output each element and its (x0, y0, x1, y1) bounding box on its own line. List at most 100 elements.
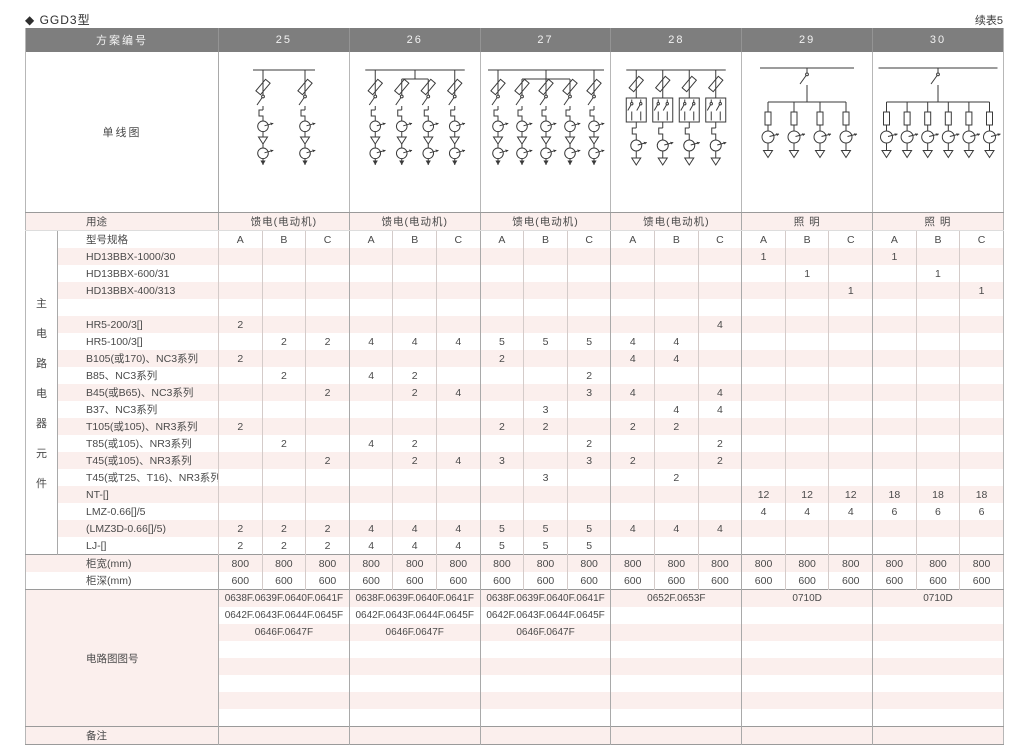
qty-cell (436, 469, 481, 486)
scheme-header-label: 方案编号 (25, 28, 219, 52)
qty-cell (828, 248, 874, 265)
qty-cell (698, 350, 743, 367)
dimension-cell: 600 (436, 572, 481, 590)
qty-cell (349, 503, 394, 520)
qty-cell (392, 248, 437, 265)
subcol-header-A: A (610, 230, 656, 248)
qty-cell (916, 469, 961, 486)
qty-cell (567, 401, 612, 418)
qty-cell (218, 333, 263, 350)
remark-cell-scheme-27 (480, 726, 612, 745)
qty-cell (567, 469, 612, 486)
qty-cell (698, 537, 743, 555)
subcol-header-B: B (785, 230, 830, 248)
qty-cell (523, 435, 568, 452)
qty-cell: 2 (262, 537, 307, 555)
diagram-number-cell-scheme-26 (349, 709, 481, 727)
qty-cell (916, 520, 961, 537)
qty-cell (960, 435, 1004, 452)
cabinet-depth-row: 柜深(mm) 600 600 600 600 600 600 600 600 600 600 600 6… (25, 572, 1004, 590)
qty-cell (305, 486, 350, 503)
qty-cell: 2 (262, 367, 307, 384)
qty-cell (828, 367, 874, 384)
qty-cell: 2 (610, 418, 656, 435)
qty-cell: 4 (436, 452, 481, 469)
component-row (26, 299, 1004, 316)
subcol-header-C: C (828, 230, 874, 248)
qty-cell (916, 333, 961, 350)
component-name: HD13BBX-1000/30 (57, 248, 219, 265)
qty-cell (916, 435, 961, 452)
qty-cell (785, 452, 830, 469)
qty-cell (654, 537, 699, 555)
page-title: ◆ GGD3型 (25, 13, 91, 27)
qty-cell (392, 469, 437, 486)
qty-cell: 6 (872, 503, 917, 520)
dimension-cell: 800 (349, 554, 394, 572)
scheme-28-header: 28 (610, 28, 742, 52)
qty-cell (741, 333, 786, 350)
qty-cell (698, 418, 743, 435)
main-circuit-group-label: 主电路电器元件 (25, 230, 58, 555)
component-row: HR5-200/3[] 2 4 (26, 316, 1004, 333)
qty-cell (349, 316, 394, 333)
scheme-26-header: 26 (348, 28, 481, 52)
qty-cell (785, 418, 830, 435)
qty-cell (610, 265, 656, 282)
qty-cell (698, 486, 743, 503)
dimension-cell: 600 (567, 572, 612, 590)
qty-cell (654, 248, 699, 265)
subcol-header-A: A (349, 230, 394, 248)
qty-cell: 6 (978, 505, 985, 518)
qty-cell: 5 (523, 520, 568, 537)
qty-cell: 2 (523, 418, 568, 435)
component-name: HD13BBX-400/313 (57, 282, 219, 299)
qty-cell (523, 486, 568, 503)
qty-cell (872, 333, 917, 350)
qty-cell (785, 333, 830, 350)
diagram-number-cell-scheme-29 (741, 658, 874, 675)
qty-cell (960, 299, 1004, 316)
qty-cell: 2 (218, 350, 263, 367)
subcol-header-B: B (523, 230, 568, 248)
qty-cell (828, 265, 874, 282)
diagram-number-cell-scheme-26 (349, 675, 481, 692)
qty-cell (785, 282, 830, 299)
qty-cell (436, 282, 481, 299)
qty-cell (523, 265, 568, 282)
qty-cell (741, 537, 786, 555)
scheme-header-row: 方案编号 25 26 27 28 29 30 (25, 28, 1004, 52)
component-name: B105(或170)、NC3系列 (57, 350, 219, 367)
qty-cell (262, 316, 307, 333)
qty-cell (567, 486, 612, 503)
qty-cell (523, 367, 568, 384)
qty-cell (698, 469, 743, 486)
subcol-header-B: B (654, 230, 699, 248)
component-row: HR5-100/3[] 2 2 4 4 4 5 5 5 4 4 (26, 333, 1004, 350)
qty-cell (262, 401, 307, 418)
dimension-cell: 800 (785, 554, 830, 572)
qty-cell (392, 486, 437, 503)
diagram-number-cell-scheme-26 (349, 692, 481, 709)
scheme-27-single-line-diagram-cell (480, 52, 612, 213)
qty-cell (960, 333, 1004, 350)
qty-cell (828, 299, 874, 316)
qty-cell: 2 (480, 350, 525, 367)
qty-cell: 2 (392, 435, 437, 452)
qty-cell (610, 282, 656, 299)
qty-cell: 6 (916, 503, 961, 520)
diagram-number-cell-scheme-25 (218, 641, 350, 658)
qty-cell (305, 282, 350, 299)
scheme-table: 方案编号 25 26 27 28 29 30 单线图 用途 馈电(电动机) 馈电(电动机) 馈电(电动… (25, 28, 1004, 745)
qty-cell (349, 486, 394, 503)
qty-cell (960, 537, 1004, 555)
qty-cell (698, 265, 743, 282)
diagram-number-cell-scheme-29 (741, 692, 874, 709)
remark-cell-scheme-30 (872, 726, 1004, 745)
qty-cell (916, 350, 961, 367)
qty-cell (567, 503, 612, 520)
scheme-29-header: 29 (741, 28, 873, 52)
qty-cell (218, 401, 263, 418)
diagram-number-cell-scheme-26: 0638F.0639F.0640F.0641F (349, 589, 481, 607)
